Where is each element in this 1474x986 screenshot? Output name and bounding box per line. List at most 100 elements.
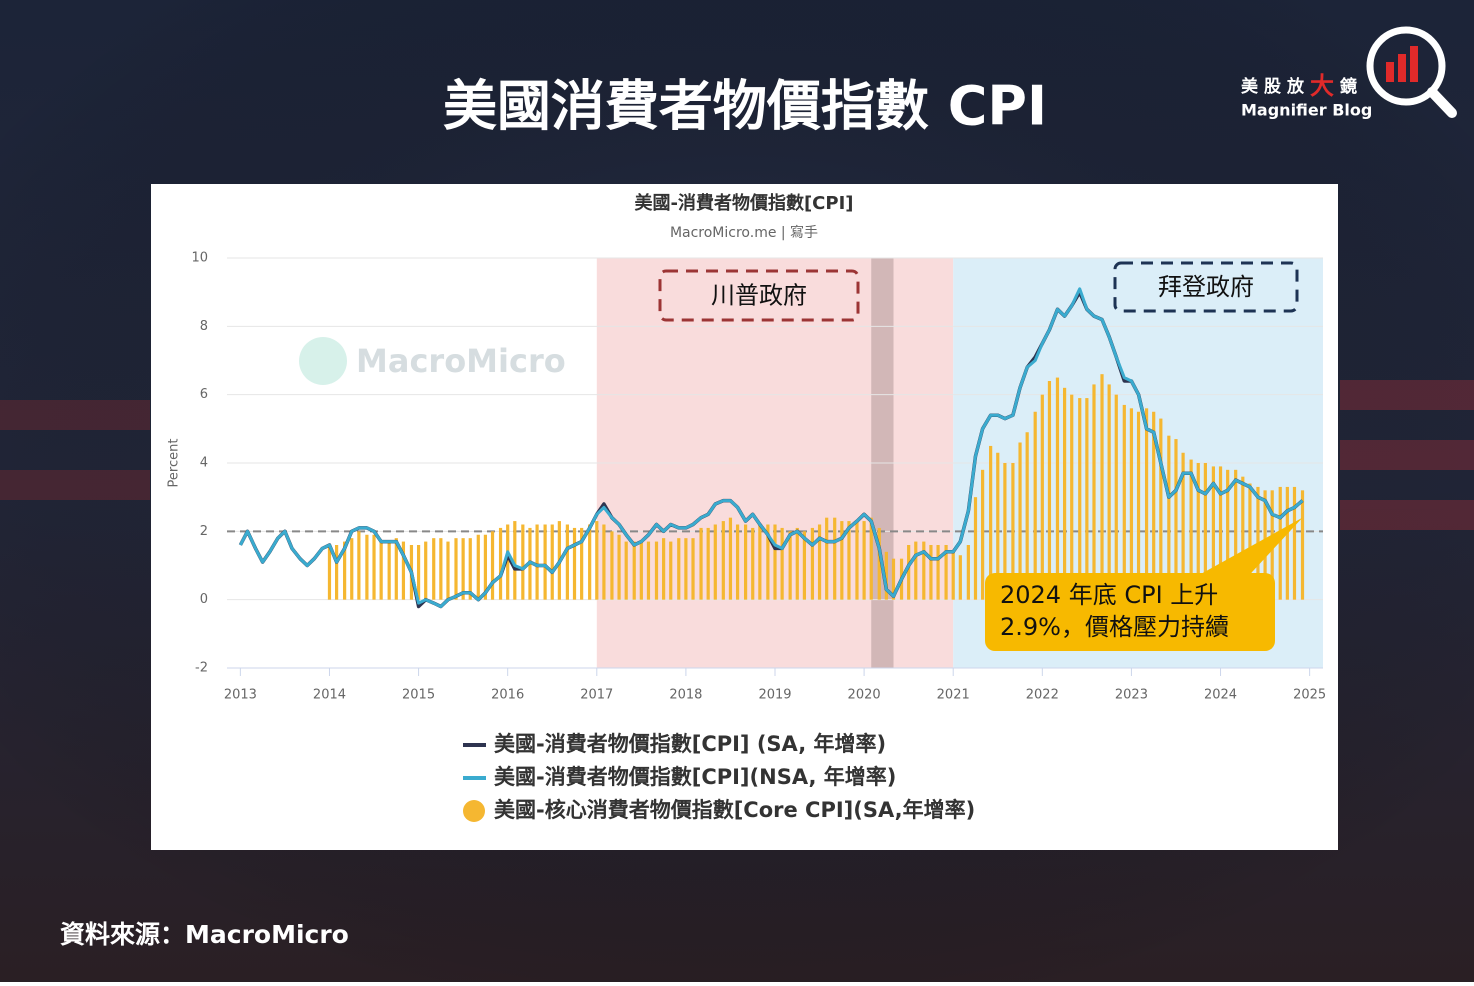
logo-name: 美股放大鏡 [1241, 72, 1363, 100]
bar [1218, 466, 1223, 600]
bar [1181, 452, 1185, 600]
x-tick-label: 2014 [313, 688, 346, 703]
bar [1278, 486, 1282, 600]
bar [1152, 411, 1156, 600]
bar [588, 524, 592, 600]
bar [728, 517, 733, 600]
x-tick-label: 2024 [1204, 688, 1237, 703]
bar [922, 541, 926, 600]
callout-pointer [1190, 517, 1303, 585]
bar [394, 538, 398, 600]
bar [862, 521, 866, 600]
bar [1159, 418, 1163, 600]
watermark: MacroMicro [356, 342, 566, 380]
bar [343, 541, 347, 600]
chart-subtitle: MacroMicro.me | 寫手 [670, 224, 818, 241]
y-tick-label: 2 [200, 524, 208, 539]
bar [840, 521, 844, 600]
bar [944, 545, 948, 600]
bar [521, 524, 525, 600]
bar [802, 531, 807, 600]
bar [699, 527, 703, 600]
bar [535, 524, 539, 600]
bar [855, 521, 859, 600]
logo-bar [1398, 54, 1406, 82]
bar [1100, 374, 1104, 600]
bar [416, 545, 421, 600]
x-tick-label: 2013 [224, 688, 257, 703]
bar [691, 538, 695, 600]
bar [1047, 381, 1052, 600]
bar [788, 531, 792, 600]
logo-bar [1410, 46, 1418, 82]
bar [1211, 466, 1215, 600]
logo-handle [1427, 87, 1457, 118]
line [239, 287, 1304, 608]
x-tick-label: 2018 [669, 688, 702, 703]
bar [498, 527, 503, 600]
bar [1129, 408, 1134, 600]
bar [543, 524, 547, 600]
bar [654, 541, 659, 600]
bar [335, 545, 339, 600]
bar [669, 541, 673, 600]
callout-box [985, 573, 1275, 651]
bar [350, 538, 354, 600]
flag-stripes [0, 380, 1474, 530]
bar [847, 521, 851, 600]
bar [610, 531, 614, 600]
bar [1011, 463, 1015, 600]
bar [617, 534, 621, 600]
chart: 美國-消費者物價指數[CPI] MacroMicro.me | 寫手 Perce… [151, 184, 1338, 850]
x-tick-label: 2019 [758, 688, 791, 703]
bar [1203, 463, 1207, 600]
bar [891, 558, 896, 600]
bar [713, 524, 717, 600]
bar [877, 527, 881, 600]
bar [646, 541, 651, 600]
bar [490, 531, 495, 600]
legend-label: 美國-核心消費者物價指數[Core CPI](SA,年增率) [494, 798, 975, 822]
y-tick-label: -2 [195, 661, 208, 676]
bar [1144, 408, 1149, 600]
bar [907, 545, 911, 600]
bar [365, 534, 369, 600]
logo: 美股放大鏡 Magnifier Blog [1241, 26, 1457, 120]
x-tick-label: 2022 [1026, 688, 1059, 703]
bar [996, 452, 1000, 600]
bar [506, 524, 510, 600]
legend-symbol [463, 800, 485, 822]
bar [1189, 459, 1193, 600]
y-tick-label: 4 [200, 456, 208, 471]
bar [572, 527, 577, 600]
logo-tagline: Magnifier Blog [1241, 101, 1372, 120]
page-title: 美國消費者物價指數 CPI [443, 75, 1047, 138]
bar [869, 517, 873, 600]
y-tick-label: 8 [200, 319, 208, 334]
bar [1114, 394, 1118, 600]
logo-bar [1386, 62, 1394, 82]
bar [743, 524, 748, 600]
bar [795, 527, 799, 600]
x-tick-label: 2021 [937, 688, 970, 703]
bar [758, 524, 762, 600]
bar [825, 517, 829, 600]
bar [1285, 486, 1289, 600]
bar [684, 538, 688, 600]
bar [550, 524, 554, 600]
bar [929, 545, 933, 600]
bar [989, 445, 993, 600]
period-label: 川普政府 [711, 282, 807, 310]
bar [1025, 432, 1029, 600]
bar [751, 527, 755, 600]
bar [914, 541, 918, 600]
bar [639, 541, 643, 600]
bar [1040, 394, 1044, 600]
bar [1003, 463, 1007, 600]
logo-lens [1366, 26, 1446, 106]
bar [773, 524, 777, 600]
bar [951, 551, 955, 600]
callout-text: 2024 年底 CPI 上升 [1000, 581, 1218, 609]
bar [513, 521, 517, 600]
